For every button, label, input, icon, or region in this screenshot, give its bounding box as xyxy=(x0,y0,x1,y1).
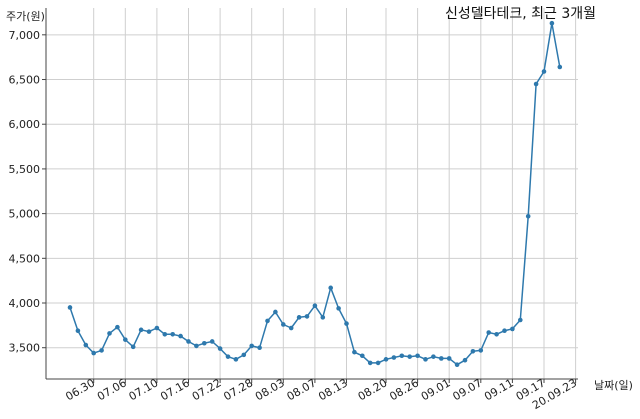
y-tick-label: 7,000 xyxy=(9,29,41,42)
data-point xyxy=(107,331,112,336)
data-point xyxy=(75,328,81,334)
data-point xyxy=(162,332,168,337)
data-point xyxy=(399,353,405,359)
data-point xyxy=(518,317,523,323)
data-point xyxy=(502,328,507,334)
data-point xyxy=(194,343,199,349)
x-tick-labels: 06.3007.0607.1007.1607.2207.2808.0308.07… xyxy=(63,376,579,412)
x-tick-label: 08.03 xyxy=(253,376,287,403)
y-tick-label: 4,000 xyxy=(9,297,41,310)
data-point xyxy=(470,348,476,354)
data-point xyxy=(360,353,365,359)
data-point xyxy=(186,339,191,344)
y-tick-label: 6,500 xyxy=(9,74,41,87)
data-point xyxy=(83,342,89,348)
data-point xyxy=(423,357,428,362)
x-tick-label: 07.28 xyxy=(221,376,255,403)
data-point xyxy=(439,356,444,361)
data-point xyxy=(549,20,555,26)
x-tick-label: 07.06 xyxy=(95,376,129,403)
x-tick-label: 09.07 xyxy=(451,376,485,403)
x-tick-label: 08.26 xyxy=(387,376,421,403)
data-point xyxy=(115,324,120,330)
x-tick-label: 07.10 xyxy=(127,376,161,403)
x-tick-label: 07.16 xyxy=(158,376,192,403)
data-point xyxy=(415,353,420,359)
data-point xyxy=(67,305,73,310)
data-point xyxy=(170,332,175,337)
data-point xyxy=(123,337,128,342)
data-point xyxy=(288,325,294,331)
data-point xyxy=(367,360,373,366)
data-point xyxy=(510,326,515,332)
data-point xyxy=(446,356,452,361)
data-point xyxy=(328,285,334,291)
series-price xyxy=(67,20,563,367)
x-tick-label: 08.13 xyxy=(316,376,350,403)
data-point xyxy=(383,357,389,362)
data-point xyxy=(494,332,499,337)
y-axis-title: 주가(원) xyxy=(6,10,45,23)
data-point xyxy=(336,306,341,311)
data-point xyxy=(312,303,318,308)
y-tick-label: 3,500 xyxy=(9,342,41,355)
data-point xyxy=(154,325,160,331)
y-tick-label: 4,500 xyxy=(9,252,41,265)
axes xyxy=(42,8,578,383)
data-point xyxy=(178,333,183,339)
y-tick-label: 5,000 xyxy=(9,208,41,221)
data-point xyxy=(265,318,270,324)
x-tick-label: 09.11 xyxy=(482,376,516,403)
data-point xyxy=(130,344,136,350)
grid-lines xyxy=(46,8,578,379)
data-point xyxy=(320,315,326,320)
data-point xyxy=(273,309,278,315)
data-point xyxy=(146,329,152,334)
data-point xyxy=(281,322,286,327)
data-point xyxy=(391,355,397,360)
data-point xyxy=(541,69,547,74)
data-point xyxy=(352,349,357,355)
data-point xyxy=(454,362,460,367)
data-point xyxy=(249,343,254,349)
y-tick-label: 6,000 xyxy=(9,118,41,131)
x-tick-label: 06.30 xyxy=(63,376,97,403)
x-tick-label: 08.07 xyxy=(285,376,319,403)
data-point xyxy=(407,354,413,359)
data-point xyxy=(344,321,349,326)
data-point xyxy=(202,340,207,346)
x-tick-label: 09.01 xyxy=(419,376,453,403)
data-point xyxy=(233,357,239,362)
data-point xyxy=(138,327,144,333)
x-axis-title: 날짜(일) xyxy=(594,378,633,392)
data-point xyxy=(525,213,531,219)
data-point xyxy=(241,352,247,358)
x-tick-label: 07.22 xyxy=(190,376,224,403)
data-point xyxy=(304,314,310,319)
data-point xyxy=(478,348,484,353)
data-point xyxy=(462,357,468,363)
data-point xyxy=(533,81,539,87)
data-point xyxy=(217,346,223,351)
data-point xyxy=(431,354,436,359)
data-point xyxy=(486,330,492,335)
data-point xyxy=(91,350,96,356)
data-point xyxy=(209,339,215,344)
data-point xyxy=(225,354,231,359)
y-tick-label: 5,500 xyxy=(9,163,41,176)
data-point xyxy=(375,360,381,366)
data-point xyxy=(257,345,262,351)
data-point xyxy=(99,348,104,353)
data-point xyxy=(557,64,563,70)
y-tick-labels: 3,500 4,000 4,500 5,000 5,500 6,000 6,500 7,000 xyxy=(9,29,41,355)
data-point xyxy=(296,315,302,320)
x-tick-label: 08.20 xyxy=(356,376,390,403)
chart-title: 신성델타테크, 최근 3개월 xyxy=(445,6,596,22)
